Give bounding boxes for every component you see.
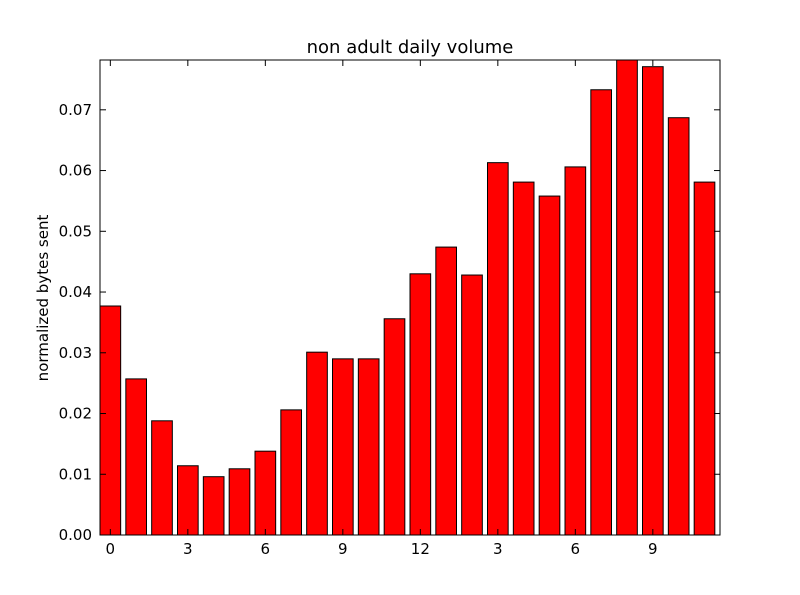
bar [332, 358, 354, 536]
x-tick-label: 6 [261, 540, 271, 558]
y-tick-label: 0.03 [59, 344, 92, 362]
bar [435, 246, 458, 536]
bar [177, 465, 199, 536]
bar [642, 66, 664, 536]
bar [616, 59, 638, 536]
bar [383, 318, 406, 536]
bar [461, 274, 483, 536]
bar [409, 273, 432, 536]
bar [487, 162, 509, 536]
bar [151, 420, 173, 536]
bar [357, 358, 380, 536]
bar [280, 409, 303, 536]
bar [693, 181, 716, 536]
bar [564, 166, 587, 536]
x-tick-label: 12 [411, 540, 430, 558]
bar [99, 305, 122, 536]
bar [254, 450, 277, 536]
bar [125, 378, 148, 536]
y-axis-label: normalized bytes sent [34, 215, 52, 382]
bar [306, 351, 328, 536]
y-tick-label: 0.02 [59, 405, 92, 423]
y-tick-label: 0.04 [59, 283, 92, 301]
bar [228, 468, 251, 536]
plot-frame [99, 59, 721, 536]
bar [667, 117, 690, 536]
y-tick-label: 0.06 [59, 162, 92, 180]
bar [512, 181, 535, 536]
x-tick-label: 9 [338, 540, 348, 558]
x-tick-label: 3 [493, 540, 503, 558]
y-tick-label: 0.01 [59, 465, 92, 483]
y-tick-label: 0.07 [59, 101, 92, 119]
y-tick-label: 0.05 [59, 222, 92, 240]
x-tick-label: 9 [648, 540, 658, 558]
bar [538, 195, 561, 536]
x-tick-label: 6 [571, 540, 581, 558]
chart-title: non adult daily volume [307, 37, 514, 58]
bar [590, 89, 612, 536]
x-tick-label: 3 [183, 540, 193, 558]
y-tick-label: 0.00 [59, 526, 92, 544]
x-tick-label: 0 [106, 540, 116, 558]
bar [202, 476, 225, 536]
